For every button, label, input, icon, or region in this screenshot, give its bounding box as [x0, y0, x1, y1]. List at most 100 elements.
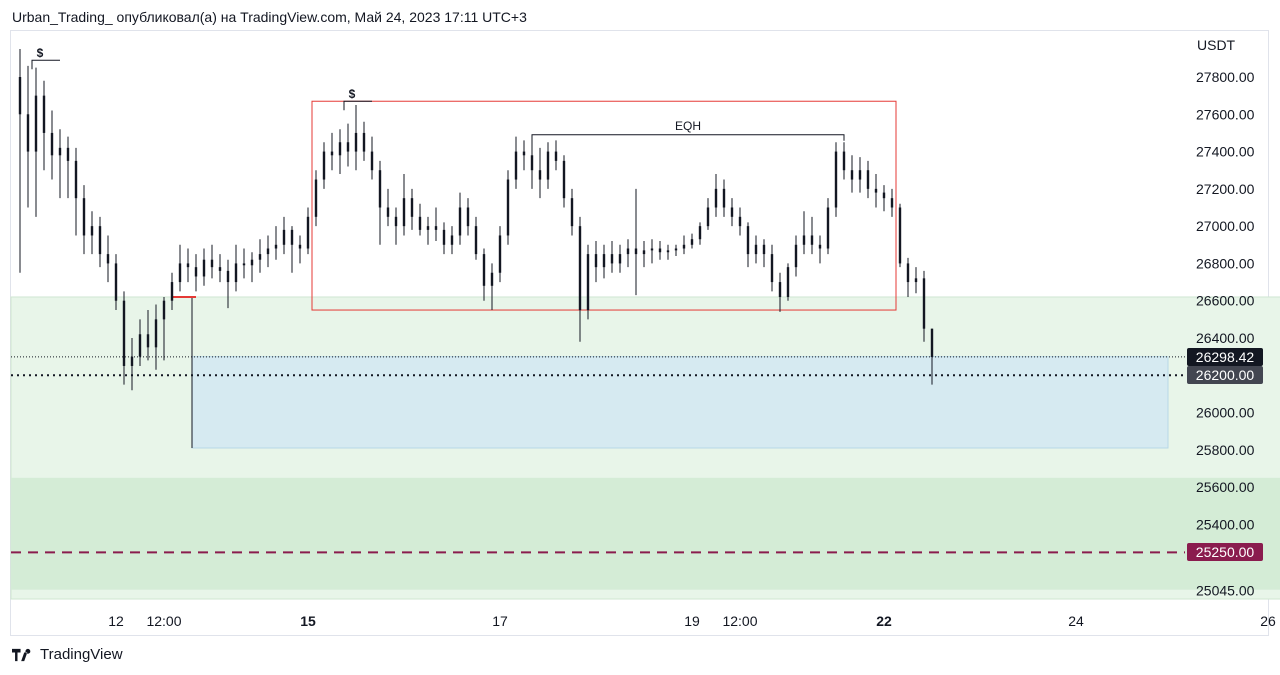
- footer-brand[interactable]: TradingView: [12, 646, 123, 663]
- candle-body: [474, 226, 478, 255]
- candle-body: [290, 229, 294, 245]
- y-tick-label: 25400.00: [1196, 516, 1255, 532]
- candle-body: [426, 226, 430, 230]
- x-tick-label: 19: [684, 613, 700, 629]
- candle-body: [58, 147, 62, 156]
- y-tick-label: 27600.00: [1196, 106, 1255, 122]
- y-tick-label: 26400.00: [1196, 330, 1255, 346]
- y-tick-label: 27000.00: [1196, 218, 1255, 234]
- candle-body: [882, 192, 886, 199]
- candle-body: [18, 77, 22, 115]
- candle-body: [826, 207, 830, 249]
- candle-body: [234, 263, 238, 283]
- candle-body: [810, 235, 814, 245]
- candle-body: [202, 259, 206, 277]
- x-tick-label: 26: [1260, 613, 1276, 629]
- candle-body: [514, 151, 518, 180]
- candle-body: [282, 229, 286, 245]
- brand-name: TradingView: [40, 646, 123, 663]
- candle-body: [42, 95, 46, 133]
- candle-body: [186, 263, 190, 268]
- candle-body: [338, 142, 342, 156]
- candle-body: [570, 198, 574, 227]
- candle-body: [866, 170, 870, 189]
- candle-body: [330, 151, 334, 156]
- eqh-label: EQH: [675, 119, 701, 133]
- candle-body: [802, 235, 806, 245]
- candle-body: [930, 328, 934, 358]
- y-tick-label: 27200.00: [1196, 181, 1255, 197]
- y-tick-label: 26800.00: [1196, 255, 1255, 271]
- candle-body: [170, 282, 174, 301]
- y-tick-label: 25800.00: [1196, 442, 1255, 458]
- candle-body: [690, 239, 694, 245]
- candle-body: [850, 170, 854, 180]
- x-tick-label: 12:00: [722, 613, 757, 629]
- candle-body: [154, 319, 158, 348]
- candle-body: [34, 95, 38, 152]
- liquidity-label-2: $: [349, 87, 356, 101]
- candle-body: [218, 267, 222, 271]
- candle-body: [26, 114, 30, 152]
- candle-body: [394, 216, 398, 227]
- candle-body: [162, 300, 166, 320]
- dashed-level-tag: 25250.00: [1187, 543, 1263, 562]
- candle-body: [266, 248, 270, 255]
- candle-body: [98, 226, 102, 255]
- candle-body: [450, 235, 454, 245]
- candle-body: [258, 254, 262, 260]
- candle-body: [250, 259, 254, 266]
- candle-body: [178, 263, 182, 283]
- y-tick-label: 26600.00: [1196, 293, 1255, 309]
- y-tick-label: 26000.00: [1196, 405, 1255, 421]
- candle-body: [642, 250, 646, 255]
- candle-body: [562, 160, 566, 199]
- candle-body: [482, 254, 486, 286]
- candle-body: [794, 244, 798, 268]
- liquidity-label-1-line: [31, 59, 60, 70]
- candle-body: [530, 155, 534, 171]
- y-tick-label: 25600.00: [1196, 479, 1255, 495]
- candle-body: [898, 207, 902, 264]
- candle-body: [578, 226, 582, 311]
- candle-body: [242, 263, 246, 266]
- candle-body: [538, 170, 542, 180]
- candle-body: [314, 179, 318, 217]
- range-box: [311, 100, 897, 311]
- candle-body: [66, 147, 70, 161]
- x-tick-label: 12:00: [146, 613, 181, 629]
- candle-body: [146, 334, 150, 348]
- x-tick-label: 15: [300, 613, 316, 629]
- candle-body: [842, 151, 846, 171]
- candle-body: [634, 248, 638, 255]
- candle-body: [754, 244, 758, 255]
- candle-body: [226, 270, 230, 283]
- candle-body: [194, 267, 198, 277]
- candle-body: [506, 179, 510, 236]
- candle-body: [442, 229, 446, 245]
- candle-body: [306, 216, 310, 249]
- level-price-tag: 26200.00: [1187, 366, 1263, 385]
- candle-body: [490, 272, 494, 286]
- candle-body: [410, 198, 414, 217]
- x-tick-label: 24: [1068, 613, 1084, 629]
- candle-body: [778, 282, 782, 297]
- candle-body: [122, 300, 126, 366]
- candle-body: [50, 132, 54, 156]
- candle-body: [418, 216, 422, 230]
- y-tick-label: 27400.00: [1196, 144, 1255, 160]
- currency-label: USDT: [1197, 37, 1236, 53]
- candle-body: [402, 198, 406, 227]
- candle-body: [522, 151, 526, 156]
- x-tick-label: 22: [876, 613, 892, 629]
- x-tick-label: 12: [108, 613, 124, 629]
- candle-body: [674, 248, 678, 251]
- candle-body: [914, 278, 918, 283]
- candle-body: [858, 170, 862, 180]
- y-tick-label: 27800.00: [1196, 69, 1255, 85]
- candle-body: [346, 142, 350, 152]
- candle-body: [650, 248, 654, 251]
- candle-body: [666, 250, 670, 253]
- y-tick-label: 25045.00: [1196, 583, 1255, 599]
